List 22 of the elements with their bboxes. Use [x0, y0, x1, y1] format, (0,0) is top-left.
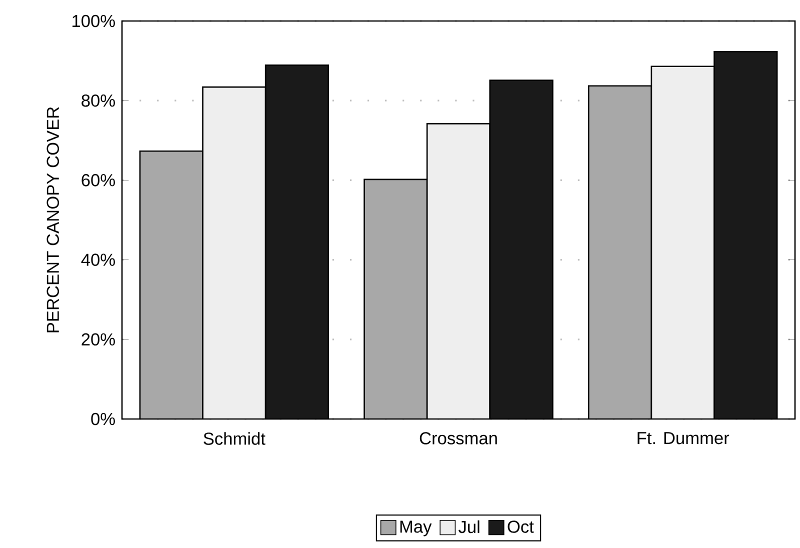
legend-label: May	[400, 520, 432, 536]
y-tick-label: 0%	[91, 412, 115, 426]
y-tick-label: 60%	[82, 174, 115, 186]
y-axis-title: PERCENT CANOPY COVER	[46, 107, 60, 332]
bar	[427, 124, 490, 419]
bar	[714, 50, 778, 419]
legend-label: Oct	[508, 520, 534, 533]
bar	[266, 65, 328, 419]
bar	[588, 85, 652, 419]
bar	[650, 66, 715, 419]
x-tick-label: Ft. Dummer	[638, 432, 730, 444]
x-tick-label: Schmidt	[204, 432, 266, 445]
bar	[202, 87, 266, 419]
y-tick-label: 100%	[72, 14, 115, 28]
y-tick-label: 40%	[81, 254, 115, 266]
legend-label: Jul	[458, 520, 480, 534]
y-tick-label: 20%	[82, 333, 115, 346]
bar	[490, 80, 553, 419]
bar	[140, 151, 203, 419]
bar	[364, 179, 428, 419]
y-tick-label: 80%	[82, 94, 115, 107]
x-tick-label: Crossman	[420, 432, 497, 444]
